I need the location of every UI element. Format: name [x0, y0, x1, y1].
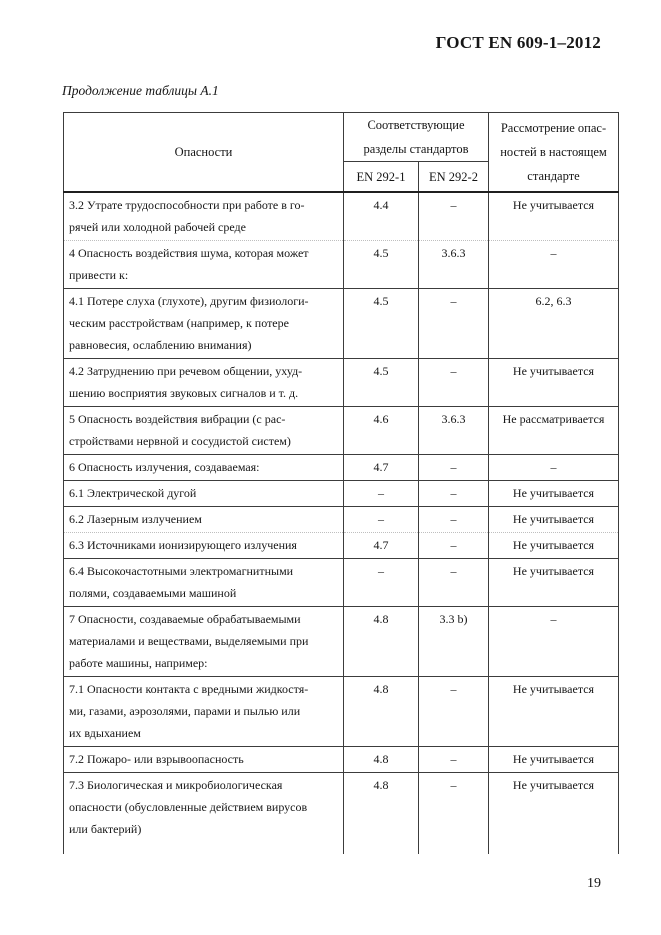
hazard-cell: 6.2 Лазерным излучением	[63, 506, 344, 533]
hazard-cell: 4.2 Затруднению при речевом общении, уху…	[63, 358, 344, 407]
table-row: 4.1 Потере слуха (глухоте), другим физио…	[63, 288, 619, 359]
consideration-cell: Не учитывается	[488, 558, 619, 607]
table-row: 4.2 Затруднению при речевом общении, уху…	[63, 358, 619, 407]
en-292-2-cell: –	[418, 358, 489, 407]
consideration-cell: –	[488, 606, 619, 677]
en-292-2-cell: –	[418, 288, 489, 359]
consideration-cell: –	[488, 240, 619, 289]
en-292-1-cell: 4.8	[343, 606, 419, 677]
en-292-1-cell: 4.8	[343, 746, 419, 773]
hazard-cell: 7.3 Биологическая и микробиологическая о…	[63, 772, 344, 854]
en-292-1-cell: –	[343, 480, 419, 507]
en-292-2-cell: 3.6.3	[418, 406, 489, 455]
consideration-cell: Не учитывается	[488, 746, 619, 773]
en-292-1-cell: 4.5	[343, 240, 419, 289]
hazard-cell: 7.1 Опасности контакта с вредными жидкос…	[63, 676, 344, 747]
header-en-292-1: EN 292-1	[343, 161, 419, 193]
en-292-1-cell: 4.7	[343, 532, 419, 559]
table-row: 7 Опасности, создаваемые обрабатываемыми…	[63, 606, 619, 677]
hazard-cell: 6 Опасность излучения, создаваемая:	[63, 454, 344, 481]
table-row: 7.1 Опасности контакта с вредными жидкос…	[63, 676, 619, 747]
hazards-table: Опасности Соответствующие разделы станда…	[63, 112, 619, 854]
en-292-2-cell: –	[418, 558, 489, 607]
hazard-cell: 6.3 Источниками ионизирующего излучения	[63, 532, 344, 559]
table-row: 6 Опасность излучения, создаваемая: 4.7 …	[63, 454, 619, 481]
hazard-cell: 6.1 Электрической дугой	[63, 480, 344, 507]
en-292-2-cell: –	[418, 506, 489, 533]
hazard-cell: 4.1 Потере слуха (глухоте), другим физио…	[63, 288, 344, 359]
hazard-cell: 4 Опасность воздействия шума, которая мо…	[63, 240, 344, 289]
table-body: 3.2 Утрате трудоспособности при работе в…	[63, 192, 619, 854]
header-sections-group: Соответствующие разделы стандартов	[343, 112, 489, 162]
en-292-1-cell: 4.7	[343, 454, 419, 481]
table-header: Опасности Соответствующие разделы станда…	[63, 112, 619, 193]
consideration-cell: Не учитывается	[488, 772, 619, 854]
consideration-cell: Не учитывается	[488, 358, 619, 407]
table-row: 7.3 Биологическая и микробиологическая о…	[63, 772, 619, 854]
en-292-1-cell: 4.5	[343, 358, 419, 407]
consideration-cell: Не учитывается	[488, 480, 619, 507]
en-292-2-cell: –	[418, 532, 489, 559]
en-292-2-cell: –	[418, 480, 489, 507]
en-292-2-cell: –	[418, 772, 489, 854]
hazard-cell: 6.4 Высокочастотными электромагнитными п…	[63, 558, 344, 607]
table-row: 4 Опасность воздействия шума, которая мо…	[63, 240, 619, 289]
en-292-1-cell: –	[343, 506, 419, 533]
hazard-cell: 7 Опасности, создаваемые обрабатываемыми…	[63, 606, 344, 677]
table-row: 6.1 Электрической дугой – – Не учитывает…	[63, 480, 619, 507]
consideration-cell: Не учитывается	[488, 192, 619, 241]
hazard-cell: 7.2 Пожаро- или взрывоопасность	[63, 746, 344, 773]
table-row: 5 Опасность воздействия вибрации (с рас-…	[63, 406, 619, 455]
table-row: 3.2 Утрате трудоспособности при работе в…	[63, 192, 619, 241]
en-292-2-cell: 3.6.3	[418, 240, 489, 289]
hazard-cell: 3.2 Утрате трудоспособности при работе в…	[63, 192, 344, 241]
en-292-2-cell: 3.3 b)	[418, 606, 489, 677]
doc-code: ГОСТ EN 609-1–2012	[435, 33, 601, 52]
table-row: 6.2 Лазерным излучением – – Не учитывает…	[63, 506, 619, 533]
consideration-cell: 6.2, 6.3	[488, 288, 619, 359]
table-row: 6.4 Высокочастотными электромагнитными п…	[63, 558, 619, 607]
en-292-1-cell: –	[343, 558, 419, 607]
en-292-2-cell: –	[418, 192, 489, 241]
table-caption: Продолжение таблицы А.1	[62, 83, 219, 98]
consideration-cell: Не учитывается	[488, 506, 619, 533]
header-consideration: Рассмотрение опас- ностей в настоящем ст…	[488, 112, 619, 193]
en-292-2-cell: –	[418, 746, 489, 773]
en-292-1-cell: 4.5	[343, 288, 419, 359]
consideration-cell: Не учитывается	[488, 532, 619, 559]
en-292-1-cell: 4.8	[343, 676, 419, 747]
en-292-1-cell: 4.6	[343, 406, 419, 455]
header-en-292-2: EN 292-2	[418, 161, 489, 193]
page-number: 19	[587, 876, 601, 891]
consideration-cell: Не рассматривается	[488, 406, 619, 455]
consideration-cell: Не учитывается	[488, 676, 619, 747]
table-row: 6.3 Источниками ионизирующего излучения …	[63, 532, 619, 559]
en-292-2-cell: –	[418, 454, 489, 481]
consideration-cell: –	[488, 454, 619, 481]
hazard-cell: 5 Опасность воздействия вибрации (с рас-…	[63, 406, 344, 455]
header-hazards: Опасности	[63, 112, 344, 193]
en-292-1-cell: 4.4	[343, 192, 419, 241]
en-292-2-cell: –	[418, 676, 489, 747]
en-292-1-cell: 4.8	[343, 772, 419, 854]
table-row: 7.2 Пожаро- или взрывоопасность 4.8 – Не…	[63, 746, 619, 773]
